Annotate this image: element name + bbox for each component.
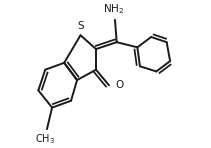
Text: S: S (77, 21, 84, 31)
Text: CH$_3$: CH$_3$ (35, 133, 55, 146)
Text: NH$_2$: NH$_2$ (103, 3, 124, 16)
Text: O: O (115, 80, 123, 90)
